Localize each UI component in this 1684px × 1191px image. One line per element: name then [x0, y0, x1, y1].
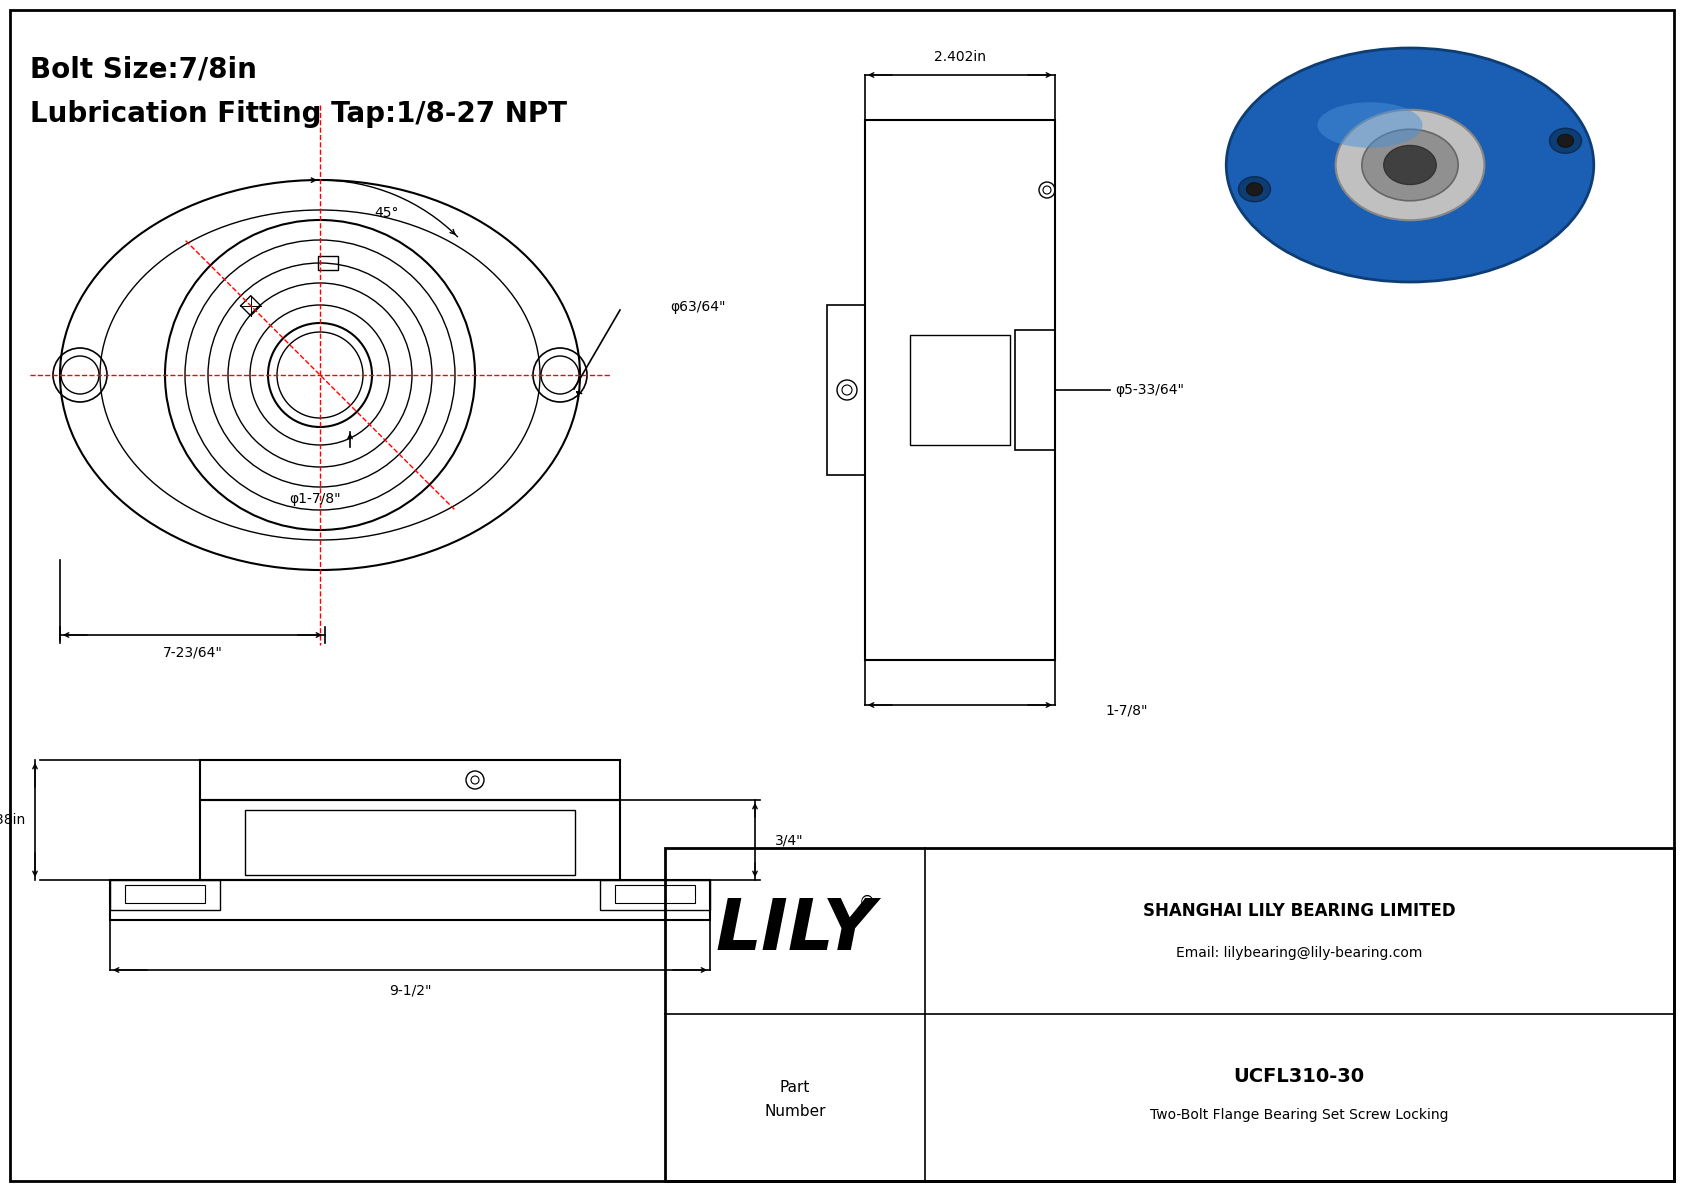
Text: ®: ® — [859, 894, 876, 912]
Ellipse shape — [1317, 102, 1423, 148]
Bar — [665, 848, 1674, 1181]
Text: Part: Part — [780, 1079, 810, 1095]
Bar — [600, 880, 711, 910]
Text: Lubrication Fitting Tap:1/8-27 NPT: Lubrication Fitting Tap:1/8-27 NPT — [30, 100, 568, 127]
Text: UCFL310-30: UCFL310-30 — [1233, 1067, 1364, 1086]
Bar — [909, 335, 1010, 445]
Bar — [827, 305, 866, 475]
Text: 9-1/2": 9-1/2" — [389, 983, 431, 997]
Ellipse shape — [1226, 48, 1593, 282]
Bar — [866, 120, 1054, 660]
Text: φ1-7/8": φ1-7/8" — [290, 492, 340, 506]
Text: 1-7/8": 1-7/8" — [1105, 703, 1147, 717]
Text: 45°: 45° — [376, 206, 399, 220]
Bar — [318, 256, 338, 270]
Ellipse shape — [1549, 129, 1581, 154]
Text: 2.402in: 2.402in — [935, 50, 987, 64]
Bar — [109, 880, 711, 919]
Bar — [125, 885, 205, 903]
Ellipse shape — [1384, 145, 1436, 185]
Text: SHANGHAI LILY BEARING LIMITED: SHANGHAI LILY BEARING LIMITED — [1143, 902, 1455, 919]
Text: LILY: LILY — [716, 897, 876, 966]
Ellipse shape — [1238, 176, 1270, 201]
Text: 7-23/64": 7-23/64" — [163, 646, 222, 660]
Bar — [200, 800, 620, 880]
Text: 3/4": 3/4" — [775, 833, 803, 847]
Bar — [1015, 330, 1054, 450]
Text: φ63/64": φ63/64" — [670, 300, 726, 314]
Bar — [200, 760, 620, 800]
Bar — [244, 810, 574, 875]
Bar — [109, 880, 221, 910]
Text: φ5-33/64": φ5-33/64" — [1115, 384, 1184, 397]
Text: Number: Number — [765, 1104, 825, 1120]
Ellipse shape — [1558, 135, 1573, 148]
Text: Bolt Size:7/8in: Bolt Size:7/8in — [30, 55, 258, 83]
Text: Email: lilybearing@lily-bearing.com: Email: lilybearing@lily-bearing.com — [1175, 946, 1423, 960]
Ellipse shape — [1362, 130, 1458, 201]
Ellipse shape — [1335, 110, 1484, 220]
Ellipse shape — [1246, 182, 1263, 195]
Text: 2.638in: 2.638in — [0, 813, 25, 827]
Bar — [615, 885, 695, 903]
Text: Two-Bolt Flange Bearing Set Screw Locking: Two-Bolt Flange Bearing Set Screw Lockin… — [1150, 1108, 1448, 1122]
